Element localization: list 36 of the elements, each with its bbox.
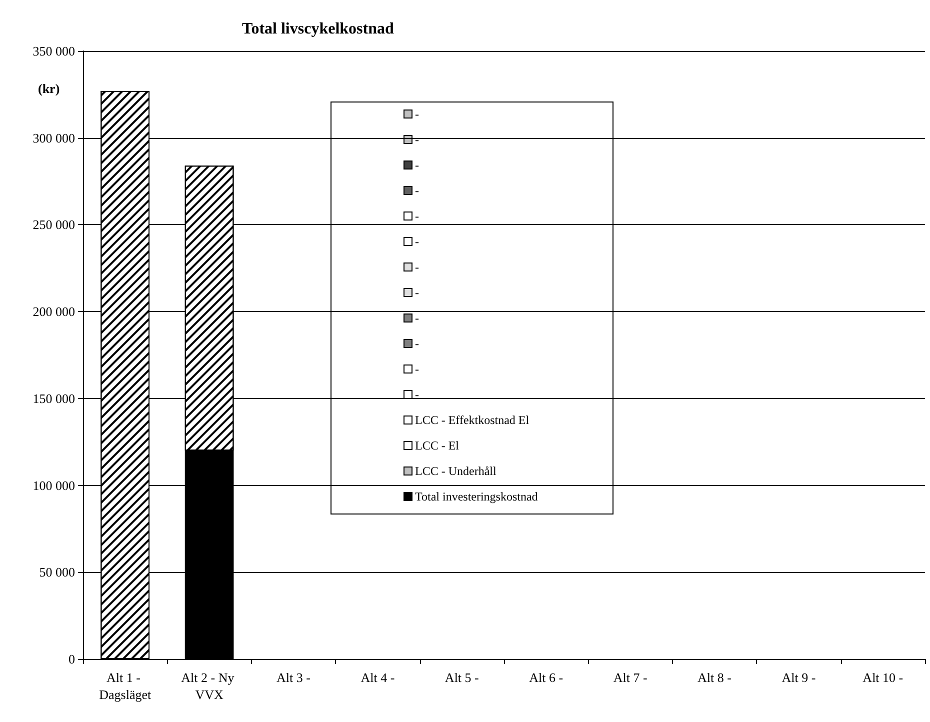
y-tick-label: 50 000 [39, 564, 75, 580]
x-tick-label: Alt 10 - [862, 670, 904, 685]
legend-label: - [415, 107, 419, 121]
x-tick-label: Alt 9 - [782, 670, 816, 685]
legend-label: Total investeringskostnad [415, 490, 538, 504]
x-tick-label: Alt 6 - [529, 670, 564, 685]
x-tick-label: Alt 2 - Ny VVX [181, 670, 238, 702]
legend-label: LCC - Underhåll [415, 464, 497, 478]
legend-label: LCC - Effektkostnad El [415, 413, 530, 427]
legend-label: - [415, 234, 419, 248]
legend-label: - [415, 311, 419, 325]
x-tick-label: Alt 3 - [276, 670, 310, 685]
legend-label: - [415, 362, 419, 376]
y-tick-label: 100 000 [32, 478, 75, 493]
y-tick-label: 300 000 [32, 130, 75, 146]
legend-label: - [415, 286, 419, 300]
chart-title: Total livscykelkostnad [242, 20, 394, 38]
legend-label: - [415, 336, 419, 350]
legend-label: - [415, 132, 419, 146]
y-tick-label: 150 000 [32, 390, 75, 406]
legend-label: - [415, 260, 419, 274]
legend-label: - [415, 184, 419, 198]
y-axis-title: (kr) [38, 81, 60, 96]
x-tick-label: Alt 4 - [360, 670, 395, 685]
x-tick-label: Alt 5 - [444, 670, 479, 685]
y-tick-label: 350 000 [32, 44, 75, 58]
x-tick-label: Alt 8 - [698, 670, 732, 685]
legend-label: - [415, 388, 419, 402]
x-tick-label: Alt 7 - [613, 670, 648, 685]
legend-label: - [415, 209, 419, 223]
legend-label: - [415, 158, 419, 172]
legend-label: LCC - El [415, 438, 460, 452]
y-tick-label: 250 000 [32, 217, 75, 232]
y-tick-label: 200 000 [32, 304, 75, 320]
y-tick-label: 0 [68, 652, 75, 666]
x-tick-label: Alt 1 - Dagsläget [99, 670, 152, 702]
